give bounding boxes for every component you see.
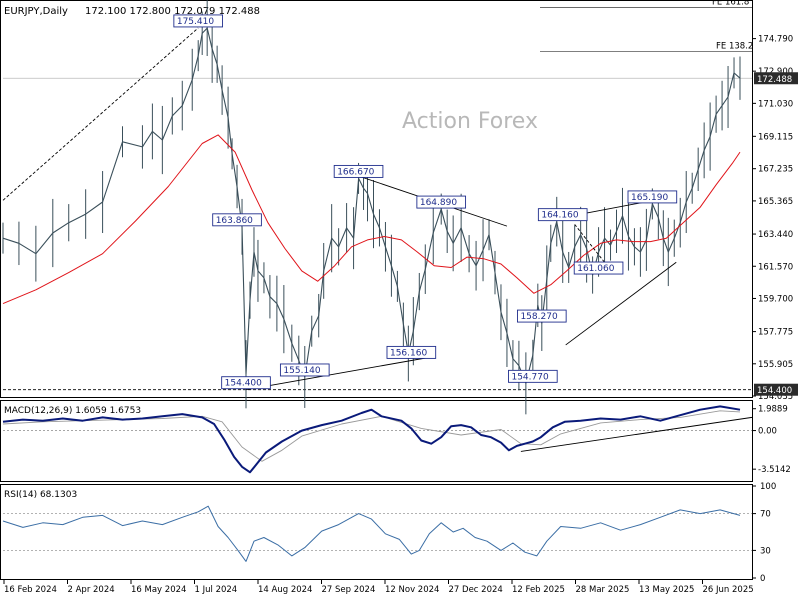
current-price-box xyxy=(754,72,798,85)
macd-trendline xyxy=(520,416,753,452)
x-tick-label: 12 Feb 2025 xyxy=(512,585,565,595)
rsi-title: RSI(14) 68.1303 xyxy=(4,490,77,500)
trendline-channel-bottom xyxy=(565,261,677,346)
price-annotation-box xyxy=(386,345,437,359)
macd-tick-label: 1.9889 xyxy=(758,405,788,415)
price-annotation-box xyxy=(333,164,384,178)
price-tick-label: 155.905 xyxy=(758,360,793,370)
price-tick-label: 161.570 xyxy=(758,262,793,272)
support-label: 154.400 xyxy=(757,386,792,396)
price-annotation-box xyxy=(173,14,224,28)
price-tick-label: 165.365 xyxy=(758,197,793,207)
macd-title: MACD(12,26,9) 1.6059 1.6753 xyxy=(4,406,141,416)
price-annotation-label: 154.400 xyxy=(225,379,262,389)
price-annotation-box xyxy=(627,190,678,204)
fib-label-138: FE 138.2 xyxy=(716,41,753,51)
trendline-support-2024 xyxy=(245,356,432,391)
annotations: 175.410 166.670 164.890 164.160 165.190 163.8… xyxy=(173,14,678,390)
chart-symbol: EURJPY,Daily xyxy=(4,6,68,17)
macd-panel-frame xyxy=(0,400,753,482)
x-tick-label: 16 Feb 2024 xyxy=(4,585,57,595)
price-annotation-label: 164.160 xyxy=(541,211,578,221)
x-tick-label: 2 Apr 2024 xyxy=(68,585,115,595)
price-annotation-label: 158.270 xyxy=(520,312,557,322)
price-annotation-box xyxy=(517,309,567,323)
rsi-tick-label: 70 xyxy=(760,510,771,520)
trendline-rising-dashed xyxy=(2,27,199,201)
price-annotation-label: 161.060 xyxy=(577,264,614,274)
rsi-tick-label: 100 xyxy=(760,482,776,492)
price-annotation-label: 156.160 xyxy=(390,348,427,358)
price-annotation-box xyxy=(537,208,588,222)
price-annotation-box xyxy=(221,376,271,390)
price-tick-label: 157.775 xyxy=(758,328,793,338)
price-line xyxy=(2,27,741,384)
x-tick-label: 14 Aug 2024 xyxy=(258,585,312,595)
fib-label-161: FE 161.8 xyxy=(712,0,749,7)
x-tick-label: 28 Mar 2025 xyxy=(576,585,630,595)
x-tick-label: 1 Jul 2024 xyxy=(195,585,238,595)
price-tick-label: 163.440 xyxy=(758,230,793,240)
rsi-panel-frame xyxy=(0,484,753,580)
price-annotation-label: 164.890 xyxy=(420,198,457,208)
x-tick-label: 26 Jun 2025 xyxy=(703,585,754,595)
rsi-tick-label: 0 xyxy=(760,574,765,584)
price-series xyxy=(2,0,741,415)
price-annotation-label: 154.770 xyxy=(511,372,548,382)
price-annotation-label: 175.410 xyxy=(177,17,214,27)
price-annotation-box xyxy=(508,369,558,383)
support-box xyxy=(754,383,798,396)
x-tick-label: 27 Dec 2024 xyxy=(449,585,503,595)
moving-average-line xyxy=(2,134,741,305)
price-annotation-label: 165.190 xyxy=(631,193,668,203)
macd-layer: 1.9889 0.00 -3.5142 xyxy=(2,405,791,475)
price-tick-label: 169.115 xyxy=(758,132,793,142)
price-tick-label: 172.900 xyxy=(758,67,793,77)
price-annotation-box xyxy=(212,213,262,227)
macd-line xyxy=(2,405,741,474)
macd-tick-label: -3.5142 xyxy=(758,465,791,475)
x-axis: 16 Feb 2024 2 Apr 2024 16 May 2024 1 Jul 20… xyxy=(3,580,754,595)
price-annotation-box xyxy=(573,261,624,275)
price-tick-label: 159.700 xyxy=(758,294,793,304)
price-tick-label: 171.030 xyxy=(758,99,793,109)
x-tick-label: 27 Sep 2024 xyxy=(322,585,376,595)
rsi-line xyxy=(2,505,741,562)
price-annotation-label: 155.140 xyxy=(283,366,320,376)
current-price-label: 172.488 xyxy=(757,75,792,85)
watermark: Action Forex xyxy=(402,109,538,134)
price-tick-label: 174.790 xyxy=(758,35,793,45)
macd-signal-line xyxy=(2,410,741,462)
price-annotation-label: 166.670 xyxy=(337,167,374,177)
trendline-minor-dashed xyxy=(574,224,605,263)
chart-ohlc: 172.100 172.800 172.079 172.488 xyxy=(85,6,260,17)
x-tick-label: 12 Nov 2024 xyxy=(385,585,439,595)
price-tick-label: 154.035 xyxy=(758,392,793,402)
x-tick-label: 16 May 2024 xyxy=(131,585,186,595)
price-grid: FE 161.8 FE 138.2 xyxy=(3,0,753,391)
ma-series xyxy=(2,134,741,305)
price-panel-frame xyxy=(0,0,753,398)
rsi-tick-label: 30 xyxy=(760,546,771,556)
price-axis: 174.790 172.900 171.030 169.115 167.235 165.3… xyxy=(752,35,798,402)
macd-tick-label: 0.00 xyxy=(758,427,777,437)
rsi-layer: 100 70 30 0 xyxy=(2,482,776,584)
price-annotation-box xyxy=(416,195,467,209)
x-tick-label: 13 May 2025 xyxy=(639,585,694,595)
price-annotation-label: 163.860 xyxy=(216,216,253,226)
price-tick-label: 167.235 xyxy=(758,165,793,175)
price-annotation-box xyxy=(279,363,330,377)
